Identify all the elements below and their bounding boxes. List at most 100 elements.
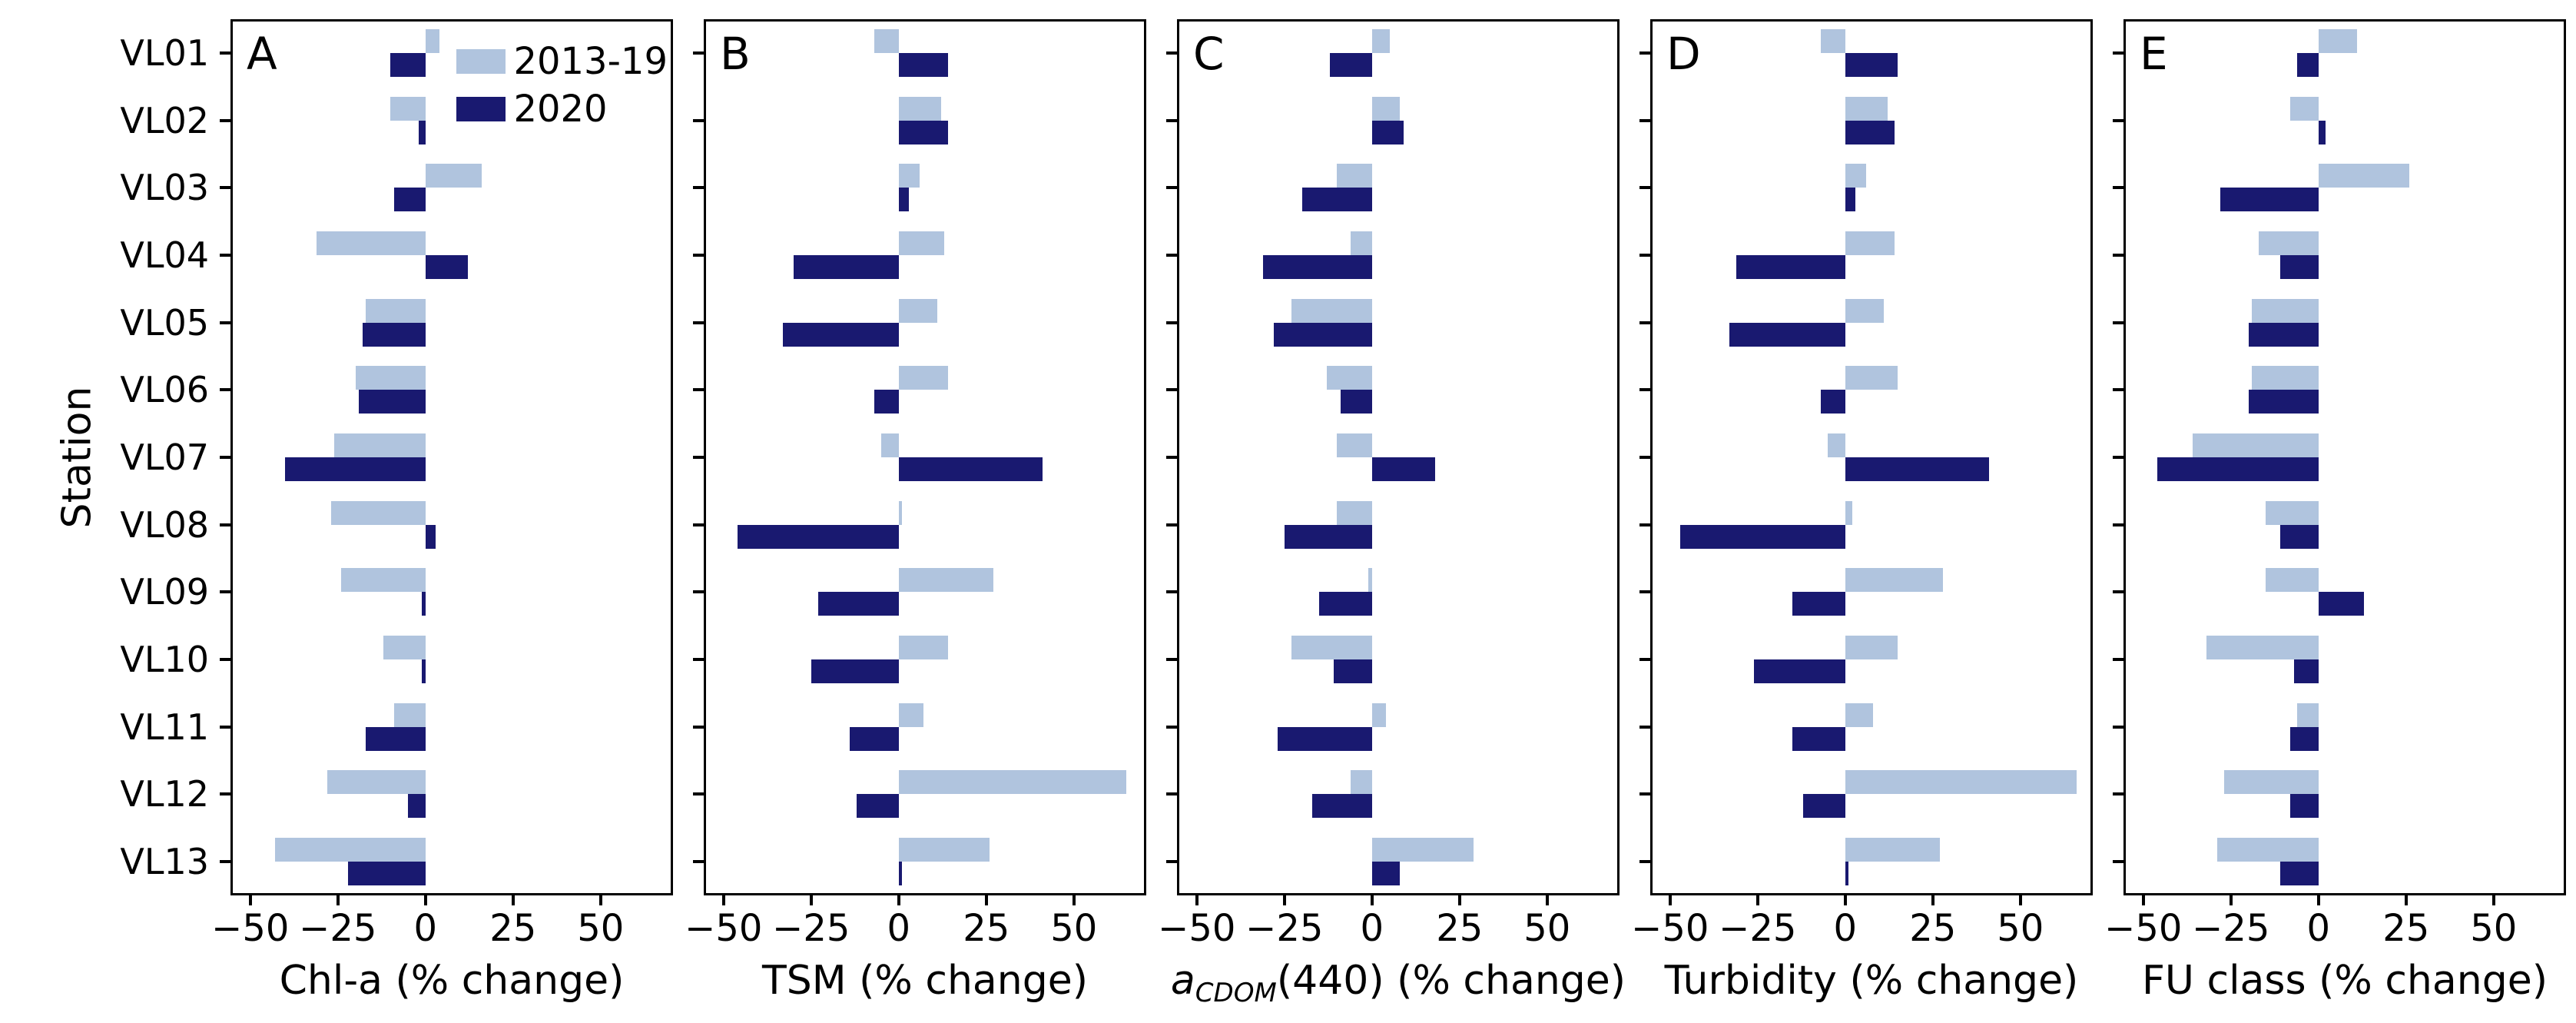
bar-C-VL03-2013-19 [1337,164,1372,188]
x-tick-label: 0 [413,907,438,950]
y-tick-mark [2113,253,2123,257]
bar-D-VL03-2020 [1845,188,1856,212]
station-label-VL07: VL07 [120,437,209,478]
x-tick-mark [721,893,725,905]
y-tick-mark [1639,456,1650,459]
bar-B-VL10-2013-19 [898,636,948,660]
bar-A-VL06-2020 [359,390,426,414]
bar-B-VL13-2020 [898,862,903,886]
bar-D-VL10-2020 [1754,659,1845,684]
panel-C: C −50 −25 0 25 50 aCDOM(440) (% change) [1158,19,1626,1006]
y-tick-mark [1639,658,1650,662]
y-tick-mark [1639,860,1650,864]
bar-C-VL07-2020 [1371,457,1435,481]
y-tick-mark [1166,253,1177,257]
bar-C-VL12-2020 [1312,794,1372,819]
bar-B-VL06-2020 [874,390,899,414]
y-tick-mark [693,456,704,459]
bar-C-VL09-2020 [1319,592,1372,616]
x-tick-label: 0 [1360,907,1384,950]
y-tick-mark [693,321,704,324]
bar-C-VL11-2020 [1277,726,1372,751]
bar-E-VL03-2013-19 [2318,164,2410,188]
panel-letter-D: D [1666,28,1701,80]
x-tick-mark [2491,893,2495,905]
bar-B-VL01-2013-19 [874,28,899,53]
y-tick-mark [2113,186,2123,190]
bar-D-VL06-2020 [1820,390,1845,414]
y-tick-mark [2113,658,2123,662]
x-tick-label: 25 [963,907,1010,950]
bar-C-VL09-2013-19 [1368,568,1372,593]
bar-A-VL04-2020 [425,254,468,279]
bar-B-VL10-2020 [811,659,899,684]
bar-B-VL12-2020 [857,794,899,819]
bar-D-VL05-2020 [1729,322,1845,347]
x-tick-mark [336,893,340,905]
bar-A-VL10-2020 [422,659,426,684]
x-tick-mark [1843,893,1847,905]
y-tick-mark [220,725,230,729]
bar-A-VL09-2013-19 [341,568,426,593]
x-tick-label: −25 [299,907,377,950]
station-label-VL13: VL13 [120,841,209,883]
bar-E-VL09-2020 [2318,592,2365,616]
panel-A: A −50 −25 0 25 50 Chl-a (% change) 2013-19 2020 [211,19,673,1001]
x-tick-mark [423,893,427,905]
x-axis-label-E: FU class (% change) [2142,958,2548,1004]
y-tick-mark [220,321,230,324]
x-tick-mark [1931,893,1934,905]
bar-C-VL05-2020 [1274,322,1372,347]
x-tick-mark [897,893,900,905]
bar-B-VL05-2020 [783,322,899,347]
bar-A-VL08-2013-19 [330,500,426,525]
bar-C-VL06-2013-19 [1326,366,1372,390]
x-tick-mark [2141,893,2145,905]
y-tick-mark [1639,118,1650,122]
y-tick-mark [693,590,704,594]
x-tick-label: 50 [1050,907,1098,950]
bar-D-VL12-2020 [1803,794,1845,819]
bar-B-VL11-2020 [849,726,899,751]
bar-B-VL05-2013-19 [898,298,937,323]
y-tick-mark [220,590,230,594]
y-axis-label: Station [54,386,101,529]
bar-A-VL03-2013-19 [425,164,482,188]
y-tick-mark [2113,388,2123,392]
bar-C-VL08-2013-19 [1337,500,1372,525]
bar-B-VL02-2013-19 [898,96,941,121]
bar-C-VL02-2013-19 [1371,96,1401,121]
y-tick-mark [1639,388,1650,392]
y-tick-mark [2113,118,2123,122]
y-tick-mark [1639,51,1650,55]
bar-C-VL01-2020 [1330,52,1372,77]
x-tick-mark [511,893,515,905]
bar-D-VL10-2013-19 [1845,636,1898,660]
y-tick-mark [2113,523,2123,526]
panel-letter-C: C [1193,28,1225,80]
bar-D-VL04-2013-19 [1845,231,1895,255]
bar-A-VL02-2020 [418,120,426,144]
y-tick-mark [693,860,704,864]
y-tick-mark [693,253,704,257]
bar-A-VL12-2020 [408,794,426,819]
y-tick-mark [1166,186,1177,190]
bar-D-VL09-2013-19 [1845,568,1944,593]
station-label-VL10: VL10 [120,639,209,681]
bar-B-VL03-2020 [898,188,910,212]
legend-label: 2013-19 [513,40,668,83]
panel-B: B −50 −25 0 25 50 TSM (% change) [685,19,1146,1001]
x-tick-mark [1545,893,1549,905]
y-tick-mark [220,186,230,190]
x-tick-mark [2404,893,2408,905]
x-tick-mark [1282,893,1286,905]
x-tick-mark [1072,893,1076,905]
bar-C-VL07-2013-19 [1337,433,1372,457]
bar-E-VL01-2020 [2297,52,2319,77]
bar-D-VL04-2020 [1736,254,1845,279]
station-label-VL03: VL03 [120,167,209,209]
y-tick-mark [220,456,230,459]
legend: 2013-19 2020 [456,43,668,128]
bar-D-VL02-2013-19 [1845,96,1888,121]
